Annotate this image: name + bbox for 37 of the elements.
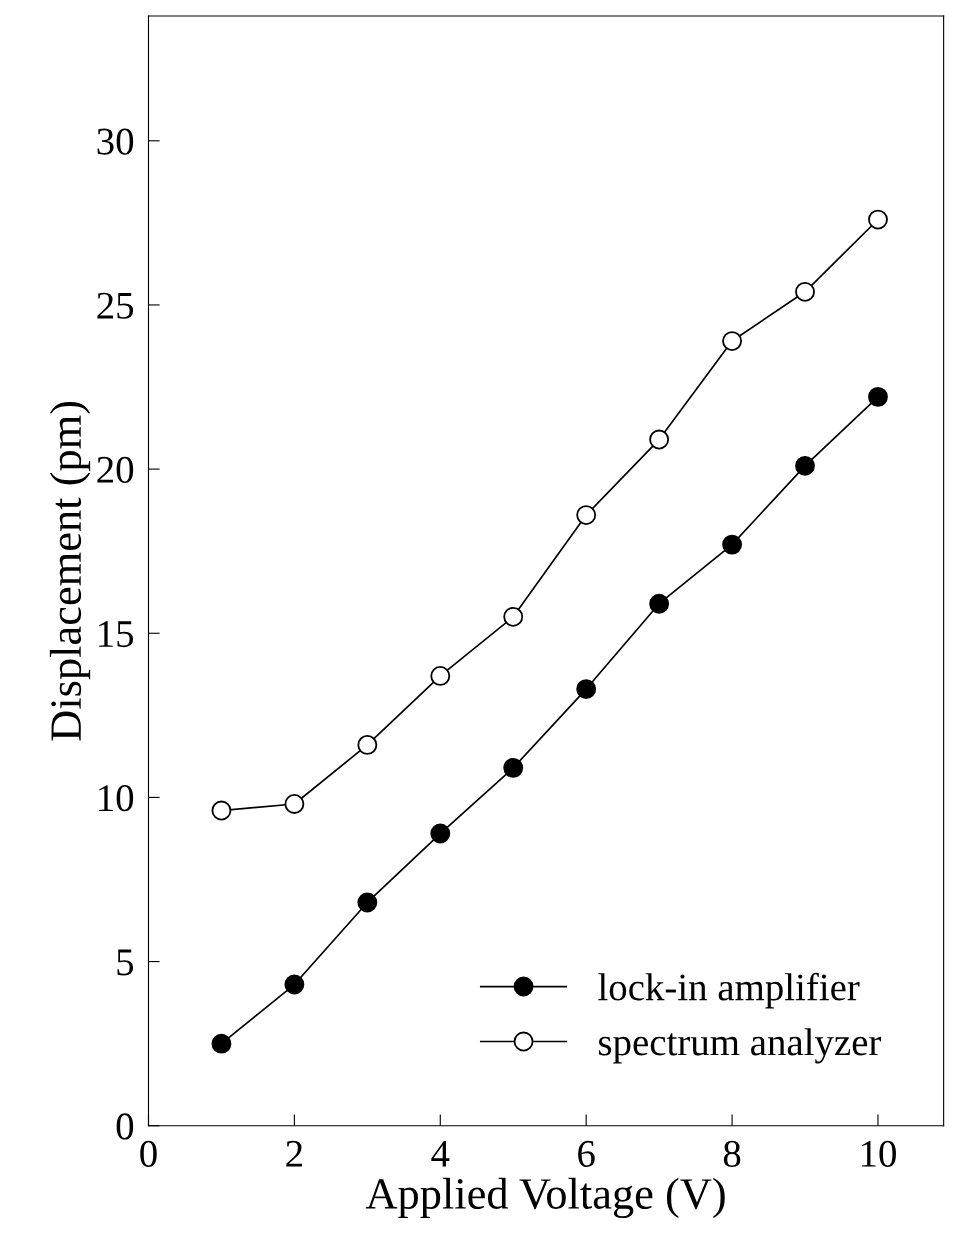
legend-label: spectrum analyzer [599, 1028, 882, 1064]
point [795, 281, 815, 302]
point [576, 679, 597, 700]
point [430, 666, 451, 686]
x-tick-label: 0 [140, 1140, 157, 1167]
x-tick-label: 2 [286, 1140, 302, 1167]
y-axis-title: Displacement (pm) [49, 401, 91, 741]
point [284, 974, 305, 995]
point [284, 794, 305, 814]
point [868, 209, 888, 230]
point [503, 606, 524, 627]
y-tick-label: 20 [97, 456, 134, 483]
x-axis-title: Applied Voltage (V) [365, 1177, 725, 1219]
x-tick-label: 8 [723, 1140, 741, 1167]
point [357, 734, 378, 755]
x-tick-label: 6 [578, 1140, 595, 1167]
y-tick-label: 25 [97, 292, 134, 319]
point [649, 593, 670, 614]
point [430, 823, 451, 844]
y-tick-label: 10 [99, 785, 134, 812]
point [722, 534, 743, 555]
x-tick-label: 4 [431, 1141, 450, 1167]
legend-label: lock-in amplifier [598, 972, 860, 1009]
point [503, 757, 524, 778]
point [722, 331, 743, 351]
y-tick-label: 0 [116, 1113, 134, 1140]
point [649, 429, 670, 450]
point [211, 1033, 232, 1054]
x-tick-label: 10 [861, 1140, 896, 1167]
point [357, 892, 378, 913]
y-tick-label: 15 [99, 621, 134, 648]
point [576, 505, 597, 525]
point [795, 455, 815, 476]
y-tick-label: 5 [117, 949, 134, 976]
y-tick-label: 30 [97, 128, 134, 155]
point [211, 800, 232, 821]
point [868, 386, 888, 407]
